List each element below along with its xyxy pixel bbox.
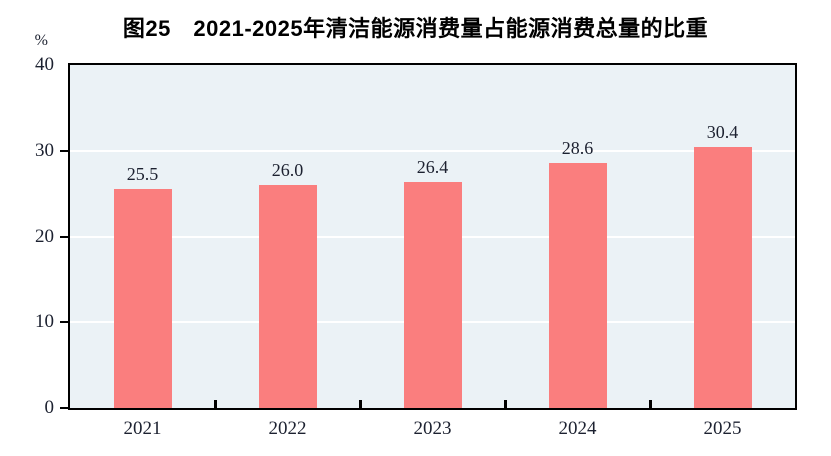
y-axis-label-30: 30	[35, 139, 54, 161]
x-axis-label-2024: 2024	[558, 418, 597, 439]
y-axis-tick-30	[60, 149, 68, 152]
bar-2021	[113, 189, 172, 408]
y-axis-label-40: 40	[35, 54, 54, 75]
plot-area	[68, 63, 797, 410]
y-axis-label-0: 0	[44, 397, 55, 418]
bar-2024	[548, 162, 607, 408]
bar-2023	[403, 181, 462, 408]
bar-2025	[693, 147, 752, 408]
x-axis-label-2025: 2025	[703, 418, 742, 439]
value-label-2021: 25.5	[126, 164, 159, 185]
y-axis-label-10: 10	[35, 311, 54, 333]
bar-2022	[258, 185, 317, 408]
x-axis-tick-2	[358, 400, 362, 408]
x-axis-label-2021: 2021	[123, 418, 162, 439]
x-axis-label-2023: 2023	[413, 418, 452, 439]
value-label-2022: 26.0	[271, 160, 304, 181]
chart-title: 图25 2021-2025年清洁能源消费量占能源消费总量的比重	[122, 16, 709, 41]
value-label-2024: 28.6	[561, 137, 594, 158]
gridline-30	[70, 149, 795, 152]
x-axis-tick-1	[213, 400, 217, 408]
value-label-2023: 26.4	[416, 156, 449, 177]
x-axis-tick-4	[648, 400, 652, 408]
value-label-2025: 30.4	[706, 122, 739, 143]
y-axis-unit-label: %	[34, 32, 48, 49]
y-axis-tick-10	[60, 321, 68, 324]
y-axis-tick-0	[60, 407, 68, 409]
x-axis-label-2022: 2022	[268, 418, 307, 439]
y-axis-tick-20	[60, 235, 68, 238]
x-axis-tick-3	[503, 400, 507, 408]
y-axis-label-20: 20	[35, 225, 54, 247]
